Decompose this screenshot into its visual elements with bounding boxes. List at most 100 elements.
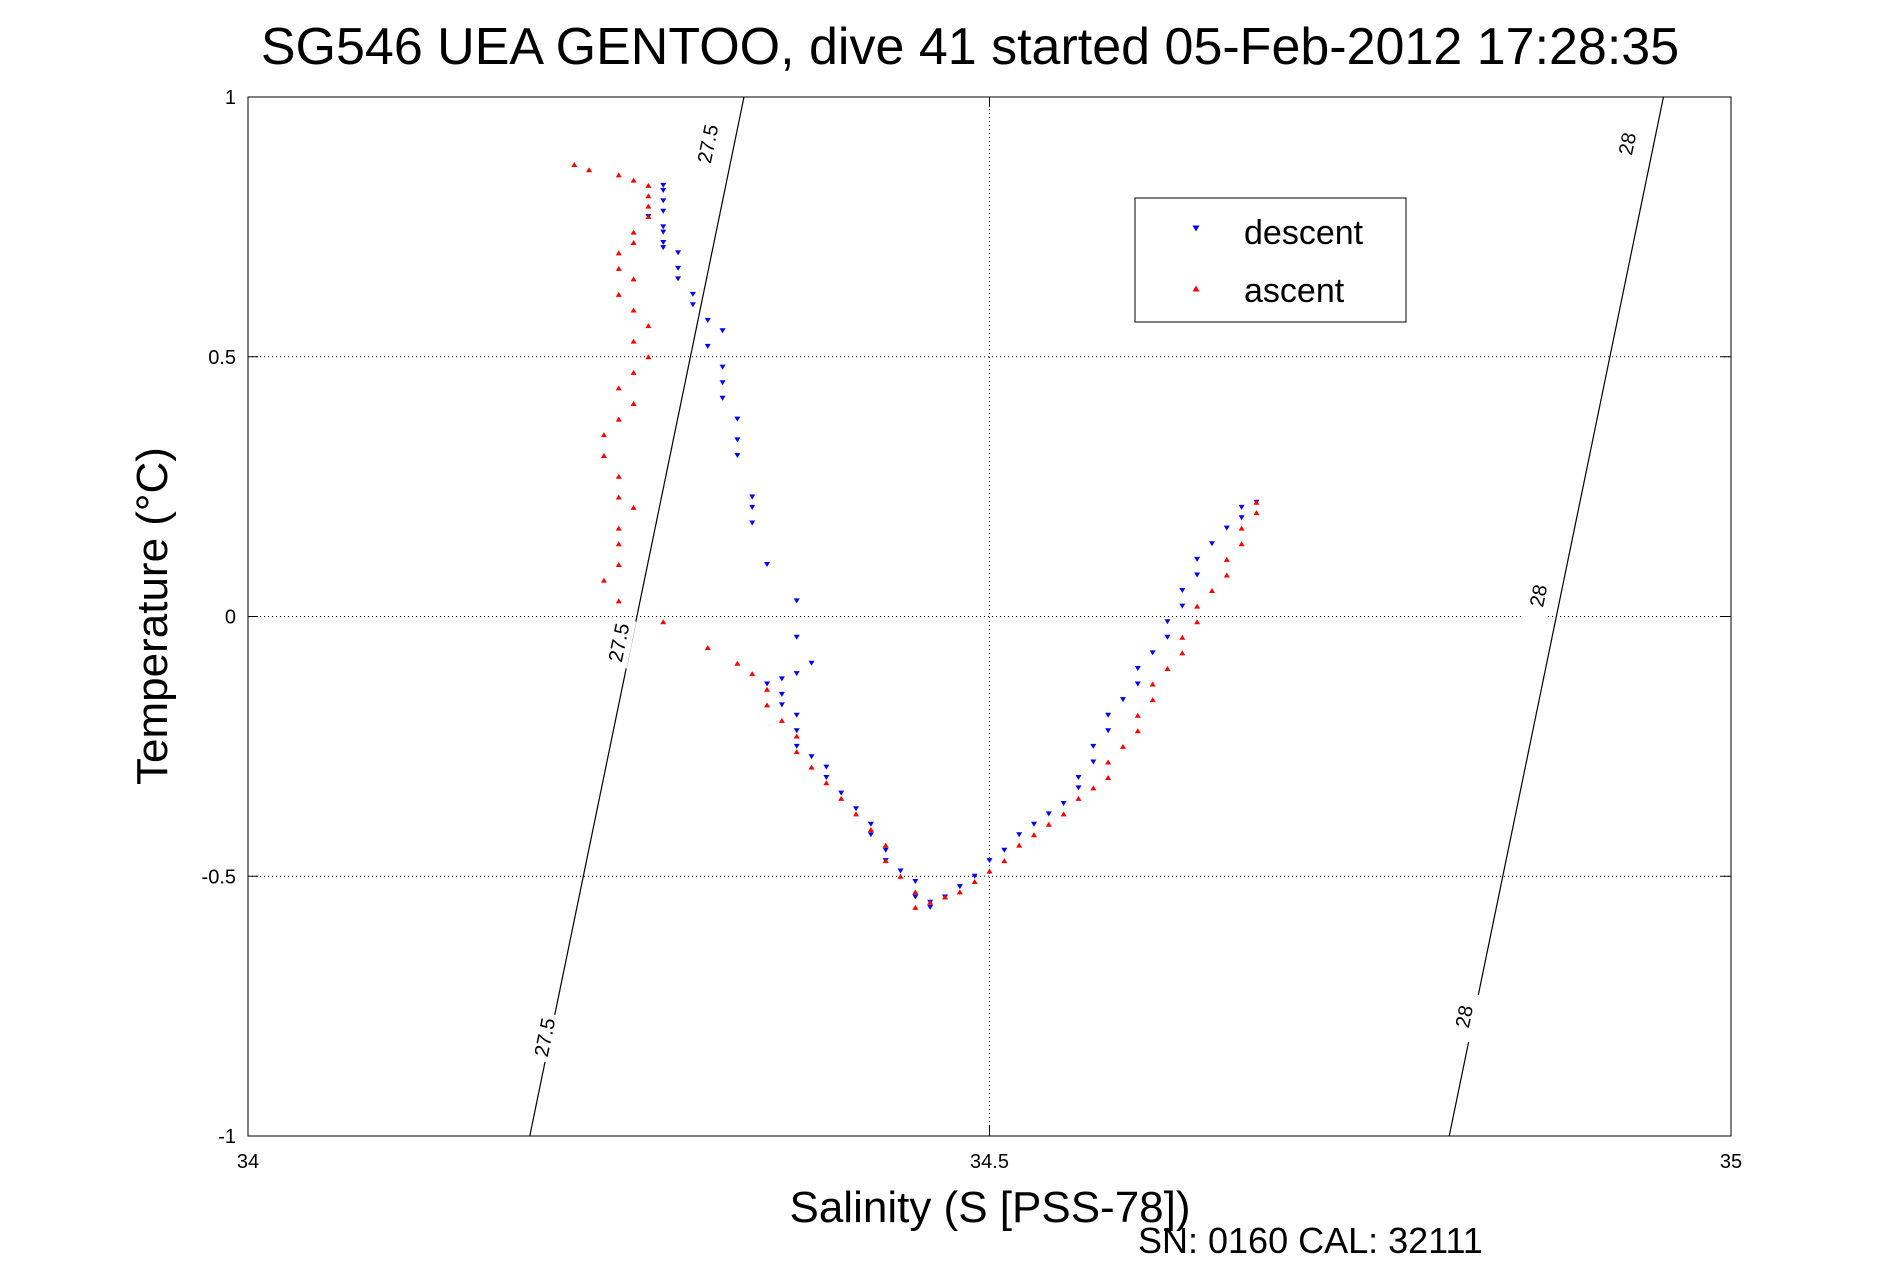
x-tick-label: 34 [237,1151,259,1173]
descent-point [675,276,682,282]
descent-point [912,894,919,900]
descent-point [1223,525,1230,531]
descent-point [660,208,667,214]
descent-point [749,494,756,500]
descent-point [867,832,874,838]
descent-point [1075,775,1082,781]
ascent-point [749,671,756,677]
ascent-point [630,177,637,183]
legend: descent ascent [1134,197,1407,323]
y-tick-label: 0.5 [208,347,236,369]
ascent-point [1075,795,1082,801]
descent-point [793,671,800,677]
descent-point [749,504,756,510]
ascent-point [986,868,993,874]
descent-point [778,691,785,697]
descent-point [793,598,800,604]
descent-point [1060,801,1067,807]
descent-point [689,302,696,308]
descent-point [675,265,682,271]
descent-point [704,343,711,349]
serial-calibration-label: SN: 0160 CAL: 32111 [1138,1220,1483,1261]
ascent-point [1194,603,1201,609]
descent-point [1179,603,1186,609]
ascent-point [1223,556,1230,562]
ascent-point [1016,842,1023,848]
ascent-point [645,323,652,329]
descent-point [1045,811,1052,817]
descent-point [1016,832,1023,838]
isopycnal-line [1448,96,1665,1137]
descent-point [660,229,667,235]
descent-point [734,452,741,458]
ascent-point [615,494,622,500]
descent-point [749,520,756,526]
ascent-point [1164,665,1171,671]
ascent-point [615,525,622,531]
ascent-point [1090,785,1097,791]
ascent-point [615,541,622,547]
descent-point [1105,728,1112,734]
ascent-point [630,239,637,245]
isopycnal-label-gap [1609,117,1645,170]
ascent-point [808,764,815,770]
ascent-point [778,717,785,723]
y-tick-label: 1 [225,87,236,109]
descent-point [1208,541,1215,547]
chart-title: SG546 UEA GENTOO, dive 41 started 05-Feb… [261,18,1679,76]
ascent-point [600,452,607,458]
ascent-point [645,182,652,188]
ascent-point [853,811,860,817]
isopycnal-label-gap [690,117,726,170]
descent-point [808,660,815,666]
descent-point [1030,821,1037,827]
descent-point [1238,504,1245,510]
descent-point [1164,634,1171,640]
ascent-point [1253,510,1260,516]
descent-point [1001,847,1008,853]
descent-point [823,775,830,781]
ascent-point [615,562,622,568]
ascent-point [1134,728,1141,734]
descent-point [660,198,667,204]
y-tick-label: -1 [218,1126,236,1148]
descent-point [956,884,963,890]
descent-point [853,806,860,812]
ascent-point [615,473,622,479]
descent-point [1119,697,1126,703]
ascent-point [823,780,830,786]
isopycnal-label: 28 [1452,1004,1478,1030]
descent-point [1238,515,1245,521]
descent-point [1134,665,1141,671]
descent-point [675,250,682,256]
isopycnal-label-gap [1446,990,1482,1043]
ascent-point [838,795,845,801]
ascent-point [660,619,667,625]
x-tick-label: 35 [1720,1151,1742,1173]
ascent-point [1223,572,1230,578]
ascent-point [1045,821,1052,827]
ascent-point [600,432,607,438]
ascent-point [615,416,622,422]
ascent-point [1105,775,1112,781]
descent-point [660,224,667,230]
descent-point [704,317,711,323]
descent-point [971,873,978,879]
ascent-point [912,889,919,895]
ascent-point [1001,858,1008,864]
ascent-point [1149,681,1156,687]
descent-point [823,764,830,770]
ascent-point [734,660,741,666]
ascent-point [630,307,637,313]
descent-point [1090,759,1097,765]
descent-point [734,437,741,443]
legend-ascent-marker [1192,285,1200,292]
descent-point [1105,712,1112,718]
ascent-point [1179,634,1186,640]
ascent-point [1208,588,1215,594]
ascent-point [615,385,622,391]
ascent-point [630,504,637,510]
descent-point [764,562,771,568]
legend-ascent-label: ascent [1244,272,1345,310]
descent-point [1149,650,1156,656]
